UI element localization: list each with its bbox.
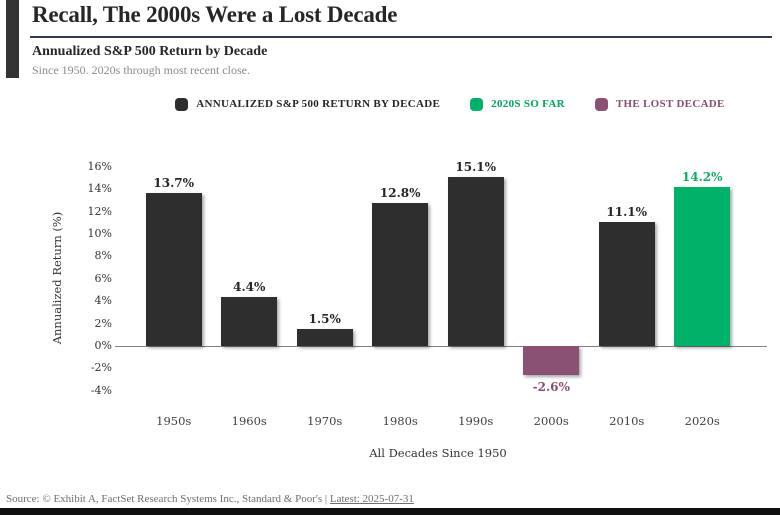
x-tick-label: 1990s [458, 414, 494, 428]
bar-2020s [674, 186, 731, 346]
source-text: Source: © Exhibit A, FactSet Research Sy… [6, 493, 330, 505]
bar-value-label: 15.1% [455, 159, 497, 174]
y-tick-label: 10% [87, 226, 112, 240]
y-tick-label: -2% [90, 361, 112, 375]
bar-value-label: 12.8% [379, 185, 421, 200]
bar-chart: Annualized Return (%) 16% 14% 12% 10% 8% 6% 4%… [0, 150, 780, 480]
legend-item-0[interactable]: ANNUALIZED S&P 500 RETURN BY DECADE [175, 97, 441, 111]
bar-slot-1950s: 13.7% [136, 150, 212, 410]
zero-axis-line [115, 346, 767, 347]
bar-slot-2020s: 14.2% [665, 150, 741, 410]
bar-value-label: 4.4% [233, 279, 266, 294]
bar-slot-1960s: 4.4% [212, 150, 288, 410]
bar-slot-1980s: 12.8% [363, 150, 439, 410]
header-accent-bar [6, 0, 19, 78]
y-tick-label: 4% [94, 294, 112, 308]
chart-tagline: Since 1950. 2020s through most recent cl… [32, 63, 250, 77]
legend-marker-icon [594, 97, 608, 111]
latest-date-link[interactable]: Latest: 2025-07-31 [329, 493, 414, 505]
bar-value-label: 14.2% [681, 169, 723, 184]
bar-1950s [145, 192, 202, 346]
x-axis-title: All Decades Since 1950 [369, 446, 507, 460]
bottom-border-bar [0, 508, 780, 515]
legend-item-1[interactable]: 2020S SO FAR [470, 97, 565, 111]
bar-1980s [372, 202, 429, 346]
source-footer: Source: © Exhibit A, FactSet Research Sy… [6, 493, 414, 505]
bar-slot-2010s: 11.1% [589, 150, 665, 410]
x-tick-label: 2020s [684, 414, 720, 428]
y-tick-label: 0% [94, 338, 112, 352]
plot-area: 13.7% 4.4% 1.5% 12.8% 15.1% -2.6% 11.1% 14.2% [136, 150, 740, 410]
bar-1970s [296, 329, 353, 346]
legend-label: THE LOST DECADE [615, 98, 725, 110]
title-divider [30, 36, 772, 38]
x-tick-label: 1950s [156, 414, 192, 428]
legend-label: 2020S SO FAR [491, 98, 565, 110]
x-tick-label: 2010s [609, 414, 645, 428]
y-tick-label: 8% [94, 249, 112, 263]
x-tick-label: 1980s [382, 414, 418, 428]
legend-marker-icon [175, 97, 189, 111]
page-title: Recall, The 2000s Were a Lost Decade [32, 2, 398, 27]
x-tick-label: 1970s [307, 414, 343, 428]
bar-2010s [598, 221, 655, 346]
chart-legend: ANNUALIZED S&P 500 RETURN BY DECADE 2020S… [130, 96, 770, 112]
x-tick-label: 1960s [231, 414, 267, 428]
bar-value-label: 1.5% [308, 312, 341, 327]
legend-label: ANNUALIZED S&P 500 RETURN BY DECADE [196, 98, 441, 110]
legend-marker-icon [470, 97, 484, 111]
y-tick-label: 6% [94, 271, 112, 285]
chart-subtitle: Annualized S&P 500 Return by Decade [32, 44, 268, 59]
y-tick-label: 2% [94, 316, 112, 330]
x-tick-label: 2000s [533, 414, 569, 428]
bar-value-label: 11.1% [606, 204, 648, 219]
bar-slot-1990s: 15.1% [438, 150, 514, 410]
bar-slot-2000s: -2.6% [514, 150, 590, 410]
bar-1960s [221, 296, 278, 346]
y-tick-label: 12% [87, 204, 112, 218]
bar-slot-1970s: 1.5% [287, 150, 363, 410]
y-tick-label: 14% [87, 182, 112, 196]
legend-item-2[interactable]: THE LOST DECADE [594, 97, 725, 111]
y-tick-label: -4% [90, 383, 112, 397]
bar-value-label: -2.6% [532, 380, 570, 395]
y-tick-label: 16% [87, 159, 112, 173]
x-axis-labels: 1950s 1960s 1970s 1980s 1990s 2000s 2010s 2020s [136, 414, 740, 428]
bar-1990s [447, 176, 504, 346]
bar-value-label: 13.7% [153, 175, 195, 190]
bar-2000s [523, 346, 580, 376]
